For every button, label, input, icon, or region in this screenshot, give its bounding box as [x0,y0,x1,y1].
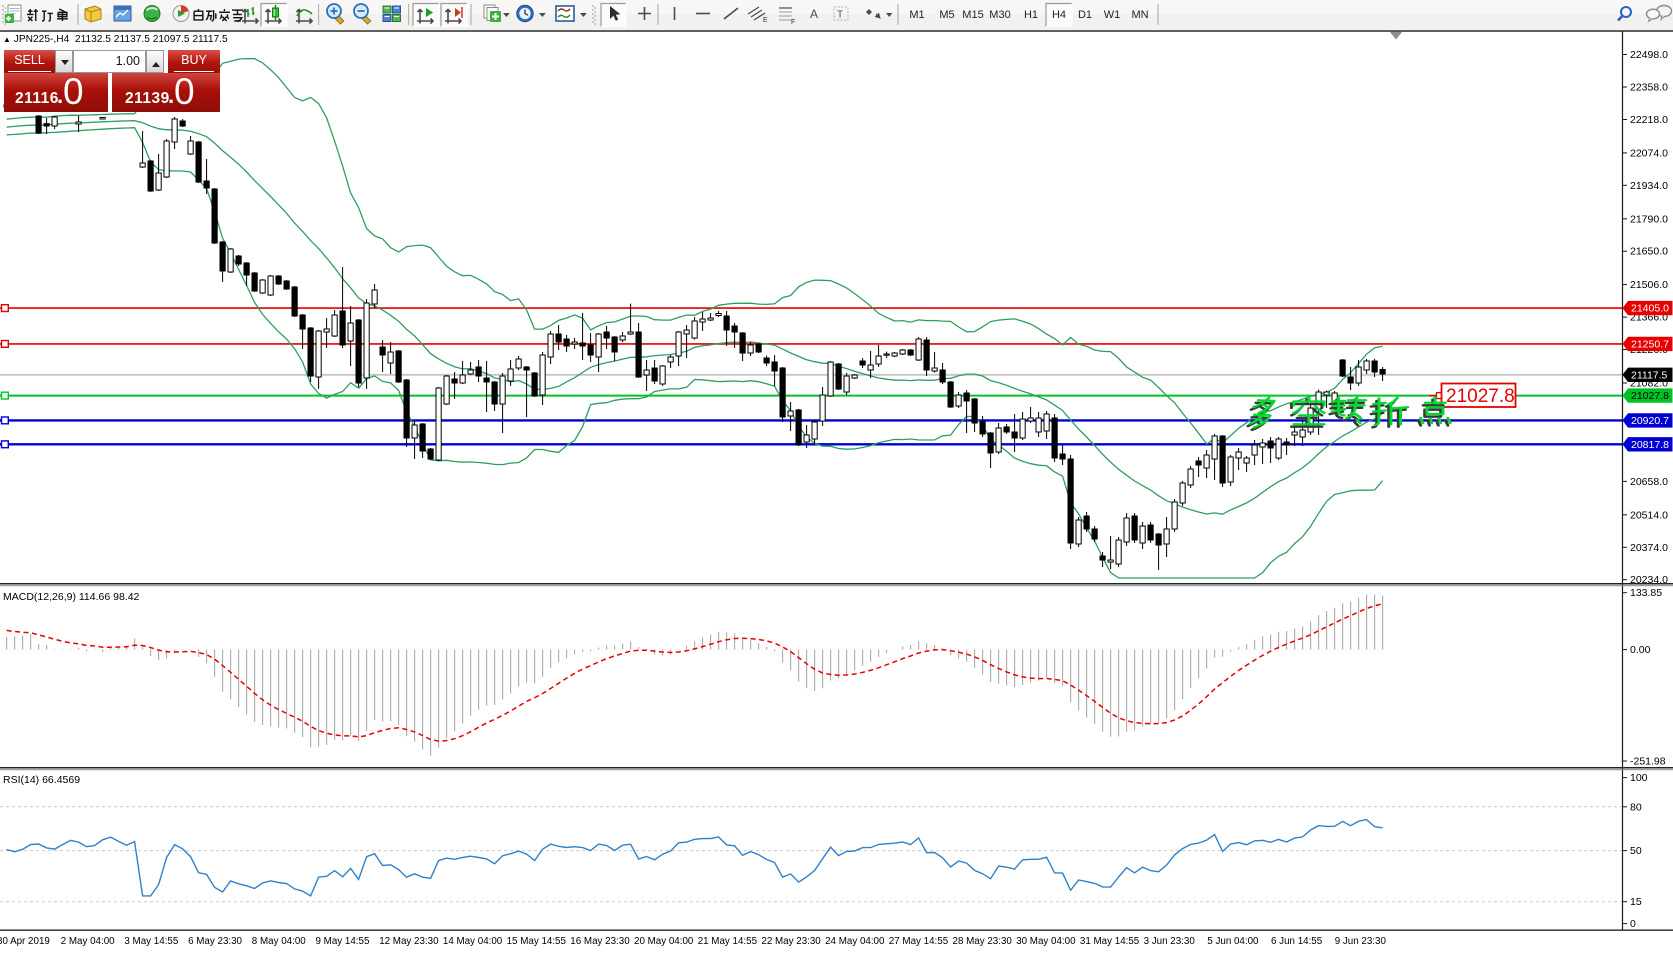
svg-text:E: E [763,17,768,24]
svg-text:21027.8: 21027.8 [1631,390,1669,402]
svg-text:100: 100 [1630,772,1648,784]
svg-text:20374.0: 20374.0 [1630,542,1668,554]
svg-text:20514.0: 20514.0 [1630,509,1668,521]
svg-text:21250.7: 21250.7 [1631,339,1669,351]
svg-text:21934.0: 21934.0 [1630,180,1668,192]
svg-text:F: F [791,19,795,26]
svg-text:15: 15 [1630,896,1642,908]
svg-text:21405.0: 21405.0 [1631,303,1669,315]
svg-text:3 May 14:55: 3 May 14:55 [124,936,178,947]
svg-text:M15: M15 [962,9,983,21]
svg-text:22498.0: 22498.0 [1630,49,1668,61]
svg-text:21506.0: 21506.0 [1630,279,1668,291]
svg-text:M1: M1 [909,9,924,21]
svg-text:24 May 04:00: 24 May 04:00 [825,936,885,947]
svg-text:0: 0 [1630,918,1636,930]
svg-text:3 Jun 23:30: 3 Jun 23:30 [1144,936,1196,947]
svg-text:21 May 14:55: 21 May 14:55 [698,936,758,947]
svg-text:133.85: 133.85 [1630,587,1662,599]
svg-text:W1: W1 [1104,9,1121,21]
svg-text:14 May 04:00: 14 May 04:00 [443,936,503,947]
svg-text:16 May 23:30: 16 May 23:30 [570,936,630,947]
svg-text:6 Jun 14:55: 6 Jun 14:55 [1271,936,1323,947]
svg-text:H1: H1 [1024,9,1038,21]
svg-text:27 May 14:55: 27 May 14:55 [889,936,949,947]
svg-text:9 May 14:55: 9 May 14:55 [316,936,370,947]
svg-text:15 May 14:55: 15 May 14:55 [507,936,567,947]
svg-text:H4: H4 [1052,9,1066,21]
svg-text:-251.98: -251.98 [1630,756,1666,768]
svg-text:50: 50 [1630,845,1642,857]
svg-text:21117.5: 21117.5 [1631,369,1668,381]
svg-text:20920.7: 20920.7 [1631,415,1669,427]
svg-text:80: 80 [1630,801,1642,813]
svg-text:22218.0: 22218.0 [1630,114,1668,126]
svg-text:22 May 23:30: 22 May 23:30 [761,936,821,947]
svg-text:8 May 04:00: 8 May 04:00 [252,936,306,947]
svg-text:0.00: 0.00 [1630,644,1651,656]
svg-text:20817.8: 20817.8 [1631,439,1669,451]
svg-text:31 May 14:55: 31 May 14:55 [1080,936,1140,947]
svg-text:M5: M5 [939,9,954,21]
svg-text:12 May 23:30: 12 May 23:30 [379,936,439,947]
svg-text:30 May 04:00: 30 May 04:00 [1016,936,1076,947]
svg-text:M30: M30 [989,9,1010,21]
svg-text:21790.0: 21790.0 [1630,213,1668,225]
svg-text:MN: MN [1131,9,1148,21]
svg-text:20234.0: 20234.0 [1630,574,1668,586]
svg-text:RSI(14) 66.4569: RSI(14) 66.4569 [3,774,80,786]
svg-text:2 May 04:00: 2 May 04:00 [61,936,115,947]
svg-text:20658.0: 20658.0 [1630,476,1668,488]
svg-text:21650.0: 21650.0 [1630,246,1668,258]
svg-text:30 Apr 2019: 30 Apr 2019 [0,936,50,947]
svg-text:A: A [810,7,818,21]
svg-text:21027.8: 21027.8 [1446,386,1515,407]
svg-text:20 May 04:00: 20 May 04:00 [634,936,694,947]
svg-text:22074.0: 22074.0 [1630,147,1668,159]
svg-text:22358.0: 22358.0 [1630,82,1668,94]
svg-text:6 May 23:30: 6 May 23:30 [188,936,242,947]
svg-text:T: T [837,10,843,21]
svg-text:28 May 23:30: 28 May 23:30 [953,936,1013,947]
svg-text:MACD(12,26,9) 114.66 98.42: MACD(12,26,9) 114.66 98.42 [3,591,140,603]
svg-text:5 Jun 04:00: 5 Jun 04:00 [1207,936,1259,947]
svg-text:9 Jun 23:30: 9 Jun 23:30 [1335,936,1387,947]
svg-text:D1: D1 [1078,9,1092,21]
